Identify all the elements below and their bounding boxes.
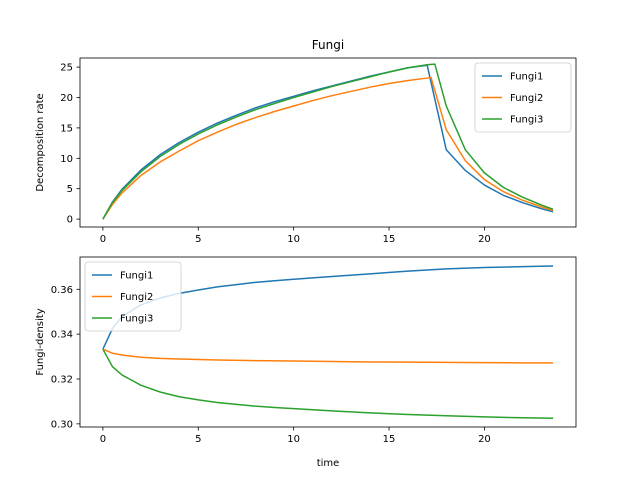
- bottom-legend-box: [84, 261, 182, 332]
- top-x-tick-label: 10: [287, 234, 300, 245]
- top-y-tick-label: 20: [60, 93, 73, 104]
- top-axes-frame: [79, 57, 577, 228]
- top-x-tick-label: 20: [478, 234, 491, 245]
- bottom-legend-label-fungi1: Fungi1: [120, 271, 153, 282]
- bottom-y-tick-label: 0.30: [51, 419, 73, 430]
- top-legend: Fungi1 Fungi2 Fungi3: [474, 62, 572, 133]
- top-series-line-fungi3: [102, 63, 554, 220]
- bottom-legend: Fungi1 Fungi2 Fungi3: [84, 261, 182, 332]
- top-y-axis-label: Decomposition rate: [35, 93, 46, 191]
- top-y-tick-label: 0: [67, 215, 73, 226]
- top-series-line-fungi2: [102, 76, 554, 220]
- top-x-tick-label: 0: [100, 234, 106, 245]
- bottom-x-tick-label: 15: [383, 434, 396, 445]
- bottom-series-line-fungi3: [102, 348, 554, 419]
- top-series-line-fungi1: [102, 64, 554, 220]
- bottom-x-tick-label: 5: [195, 434, 201, 445]
- top-y-tick-label: 25: [60, 63, 73, 74]
- bottom-series-line-fungi2: [102, 348, 554, 364]
- bottom-axes-frame: [79, 256, 577, 428]
- top-legend-box: [474, 62, 572, 133]
- top-y-tick-label: 15: [60, 123, 73, 134]
- top-y-tick-label: 5: [67, 184, 73, 195]
- top-x-tick-label: 5: [195, 234, 201, 245]
- top-x-tick-label: 15: [383, 234, 396, 245]
- decomposition-rate-panel: 0 5 10 15 20 0 5 10 15 20 25 Decomposition rate Fung…: [35, 57, 577, 245]
- bottom-y-axis-label: Fungi-density: [35, 308, 46, 375]
- top-legend-label-fungi3: Fungi3: [510, 115, 543, 126]
- bottom-x-axis-label: time: [317, 458, 340, 469]
- bottom-x-tick-label: 10: [287, 434, 300, 445]
- bottom-x-tick-label: 0: [100, 434, 106, 445]
- bottom-x-tick-label: 20: [478, 434, 491, 445]
- top-y-tick-label: 10: [60, 154, 73, 165]
- top-chart-title: Fungi: [312, 38, 344, 52]
- bottom-y-tick-label: 0.34: [51, 330, 73, 341]
- bottom-y-tick-label: 0.36: [51, 285, 73, 296]
- fungi-density-panel: 0 5 10 15 20 0.30 0.32 0.34 0.36 Fungi-density tim…: [35, 256, 577, 469]
- bottom-legend-label-fungi3: Fungi3: [120, 314, 153, 325]
- bottom-y-tick-label: 0.32: [51, 375, 73, 386]
- top-legend-label-fungi1: Fungi1: [510, 72, 543, 83]
- top-legend-label-fungi2: Fungi2: [510, 93, 543, 104]
- bottom-legend-label-fungi2: Fungi2: [120, 292, 153, 303]
